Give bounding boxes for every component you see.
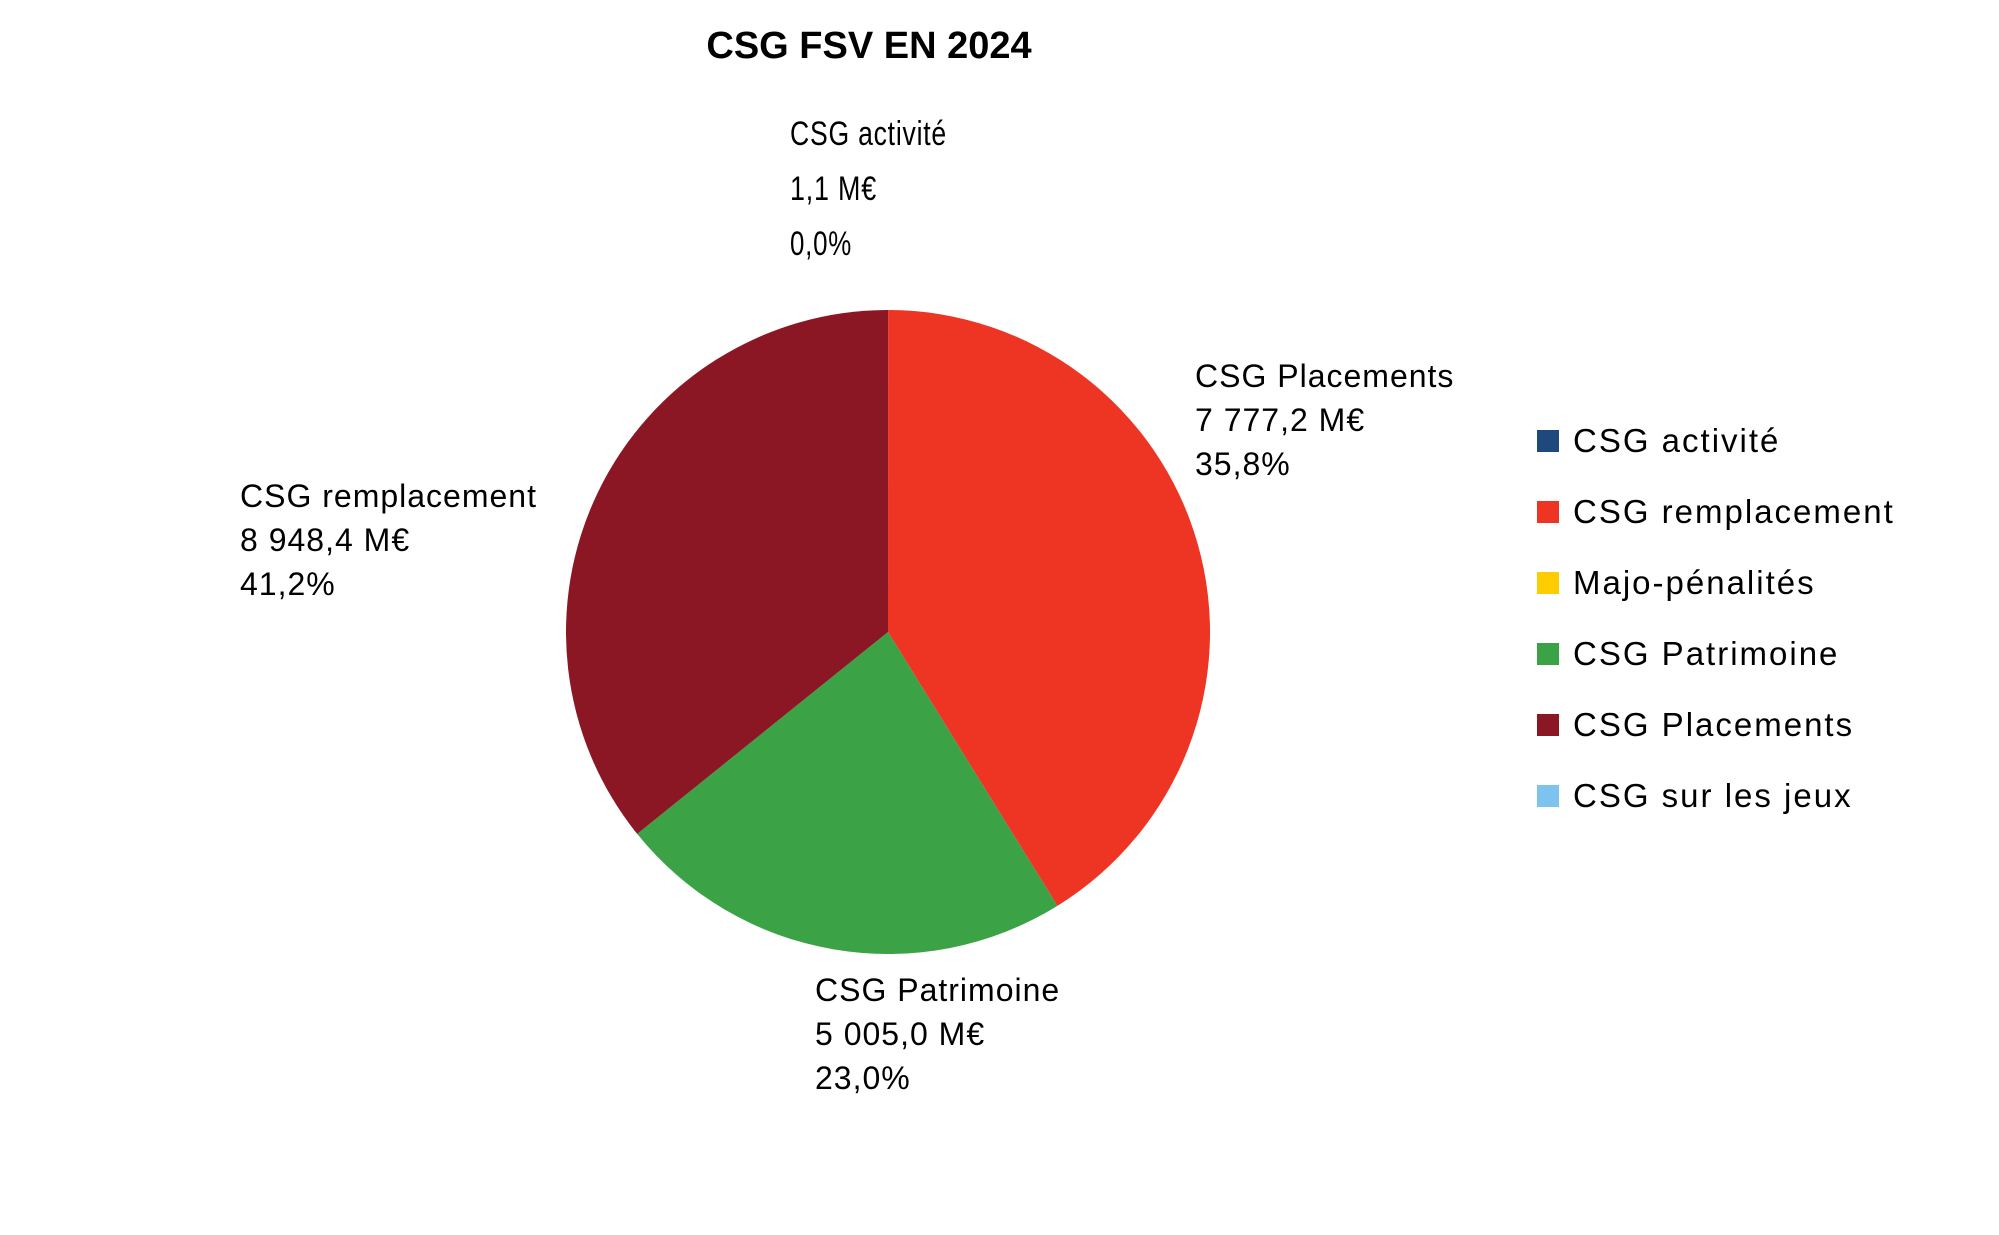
data-label-csg-remplacement-value: 8 948,4 M€ [240,522,410,558]
legend-swatch-csg-sur-les-jeux [1537,785,1559,807]
slice-csg-placements [566,310,888,834]
data-label-csg-activite-percent: 0,0% [790,225,852,263]
legend-swatch-csg-activite [1537,430,1559,452]
legend-swatch-csg-patrimoine [1537,643,1559,665]
legend-swatch-majo-penalites [1537,572,1559,594]
legend-item-csg-remplacement: CSG remplacement [1537,493,1895,530]
data-label-csg-remplacement-percent: 41,2% [240,566,336,602]
data-label-csg-patrimoine-name: CSG Patrimoine [815,972,1060,1008]
chart-title: CSG FSV EN 2024 [706,25,1031,67]
legend-label-csg-patrimoine: CSG Patrimoine [1573,635,1839,672]
legend-swatch-csg-placements [1537,714,1559,736]
slice-csg-remplacement [888,310,1211,906]
pie-slices [566,310,1211,955]
data-label-csg-activite-name: CSG activité [790,115,947,153]
legend: CSG activité CSG remplacement Majo-pénalit… [1537,422,1895,814]
legend-label-majo-penalites: Majo-pénalités [1573,564,1816,601]
slice-csg-patrimoine [637,632,1058,955]
data-label-csg-activite-value: 1,1 M€ [790,170,877,208]
legend-item-csg-patrimoine: CSG Patrimoine [1537,635,1839,672]
data-label-csg-placements-value: 7 777,2 M€ [1195,402,1365,438]
legend-item-csg-activite: CSG activité [1537,422,1780,459]
data-label-csg-patrimoine-percent: 23,0% [815,1060,911,1096]
legend-label-csg-activite: CSG activité [1573,422,1780,459]
legend-item-csg-sur-les-jeux: CSG sur les jeux [1537,777,1853,814]
data-labels: CSG activité 1,1 M€ 0,0% CSG remplacement 8 … [240,115,1454,1096]
data-label-csg-placements-name: CSG Placements [1195,358,1454,394]
data-label-csg-remplacement-name: CSG remplacement [240,478,537,514]
data-label-csg-placements-percent: 35,8% [1195,446,1291,482]
legend-label-csg-placements: CSG Placements [1573,706,1854,743]
legend-label-csg-remplacement: CSG remplacement [1573,493,1895,530]
data-label-csg-patrimoine-value: 5 005,0 M€ [815,1016,985,1052]
legend-item-majo-penalites: Majo-pénalités [1537,564,1816,601]
legend-label-csg-sur-les-jeux: CSG sur les jeux [1573,777,1853,814]
legend-item-csg-placements: CSG Placements [1537,706,1854,743]
legend-swatch-csg-remplacement [1537,501,1559,523]
